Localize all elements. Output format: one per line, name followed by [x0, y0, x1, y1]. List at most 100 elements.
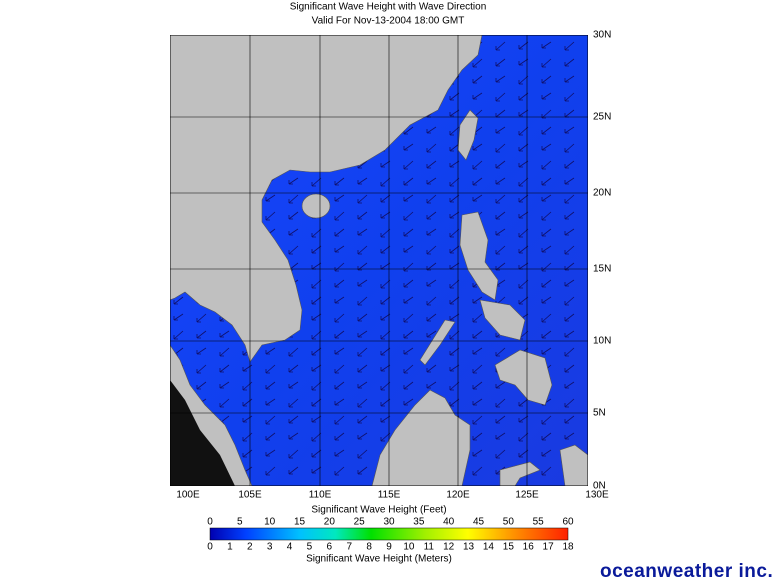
arrow: [380, 211, 391, 219]
arrow: [357, 449, 368, 459]
arrow: [334, 245, 345, 253]
arrow: [288, 466, 299, 475]
map-labels: 30N 25N 20N 15N 10N 5N 0N 100E 105E 110E 115E 120E 1…: [176, 30, 611, 501]
arrow: [334, 364, 345, 374]
arrow: [449, 92, 460, 101]
arrow: [518, 449, 529, 458]
arrow: [357, 177, 368, 185]
meter-label: 4: [287, 542, 293, 553]
arrow: [357, 296, 368, 306]
arrow: [472, 75, 483, 84]
arrow: [564, 313, 575, 322]
feet-label: 50: [503, 517, 515, 528]
arrow: [518, 177, 529, 187]
arrow: [334, 279, 345, 288]
visayas: [479, 299, 526, 341]
arrow: [403, 398, 414, 406]
arrow: [449, 313, 460, 321]
arrow: [357, 211, 368, 220]
feet-label: 20: [324, 517, 336, 528]
arrow: [472, 347, 483, 355]
arrow: [403, 177, 414, 186]
meter-label: 13: [463, 542, 475, 553]
arrow: [334, 313, 345, 323]
hainan: [301, 193, 331, 219]
arrow: [449, 143, 460, 152]
arrow: [449, 160, 460, 168]
arrow: [449, 211, 460, 219]
arrow: [311, 432, 322, 442]
arrow: [357, 330, 368, 338]
arrow: [518, 143, 529, 152]
arrow: [541, 58, 552, 68]
arrow: [426, 364, 437, 373]
arrow: [403, 194, 414, 202]
arrow: [288, 381, 299, 389]
palawan: [419, 319, 456, 366]
arrow: [495, 126, 506, 134]
arrow: [564, 211, 575, 220]
meter-title: Significant Wave Height (Meters): [306, 554, 452, 565]
arrow: [334, 347, 345, 355]
arrow: [541, 432, 552, 441]
arrow: [518, 92, 529, 101]
arrow: [265, 449, 276, 457]
arrow: [541, 228, 552, 237]
meter-label: 11: [424, 542, 435, 553]
arrow: [357, 347, 368, 357]
feet-label: 45: [473, 517, 485, 528]
arrow: [541, 296, 552, 304]
arrow: [380, 415, 391, 423]
lon-label: 115E: [378, 490, 401, 501]
arrow: [564, 330, 575, 338]
arrow: [426, 177, 437, 185]
arrow: [311, 381, 322, 391]
arrow: [564, 75, 575, 83]
arrow: [288, 432, 299, 440]
arrow: [403, 364, 414, 374]
arrow: [380, 398, 391, 407]
arrow: [380, 245, 391, 254]
arrow: [219, 364, 230, 373]
arrow: [564, 279, 575, 287]
arrow: [541, 92, 552, 100]
arrow: [449, 381, 460, 391]
arrow: [311, 330, 322, 340]
meter-label: 18: [562, 542, 574, 553]
luzon: [459, 211, 499, 301]
lon-label: 120E: [446, 490, 470, 501]
arrow: [311, 313, 322, 321]
arrow: [173, 296, 184, 305]
arrow: [380, 347, 391, 356]
arrow: [541, 143, 552, 151]
arrow: [472, 313, 483, 323]
feet-label: 35: [413, 517, 425, 528]
arrow: [495, 245, 506, 255]
arrow: [357, 194, 368, 204]
arrow: [449, 194, 460, 203]
arrow: [518, 279, 529, 289]
arrow: [380, 177, 391, 187]
arrow: [288, 398, 299, 408]
lon-label: 100E: [176, 490, 200, 501]
meter-label: 10: [403, 542, 415, 553]
arrow: [357, 466, 368, 475]
arrow: [518, 58, 529, 66]
lat-label: 0N: [593, 481, 606, 492]
feet-label: 5: [237, 517, 243, 528]
arrow: [380, 432, 391, 442]
arrow: [564, 143, 575, 153]
arrow: [265, 364, 276, 374]
arrow: [357, 228, 368, 236]
arrow: [311, 296, 322, 305]
arrow: [311, 466, 322, 474]
arrow: [426, 279, 437, 287]
arrow: [403, 245, 414, 253]
arrow: [357, 364, 368, 373]
arrow: [495, 58, 506, 67]
arrow: [518, 432, 529, 442]
arrow: [242, 432, 253, 442]
arrow: [564, 160, 575, 169]
logo[interactable]: oceanweather inc.: [600, 561, 773, 582]
arrow: [518, 41, 529, 50]
